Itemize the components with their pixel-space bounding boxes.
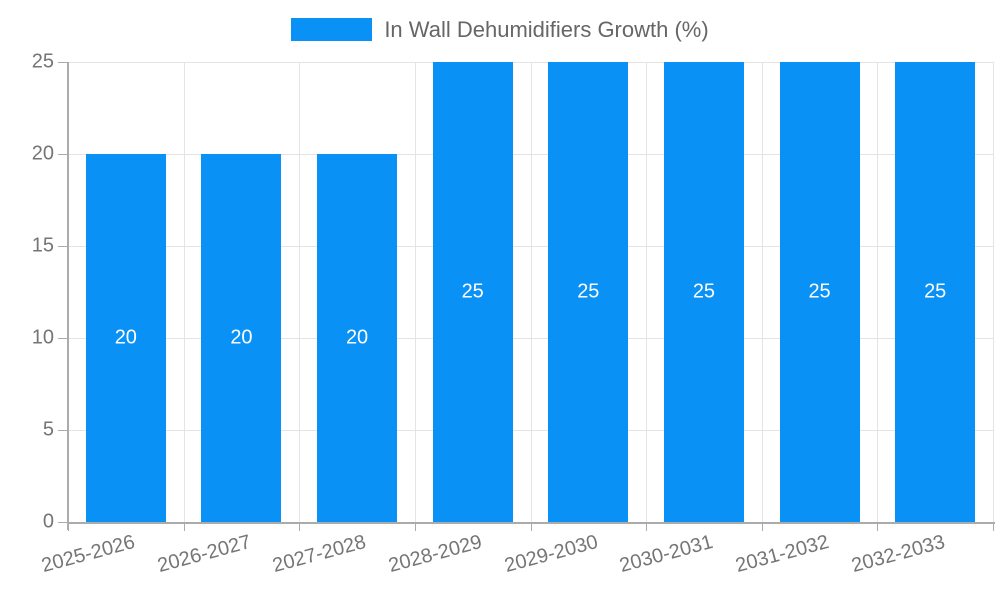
bar-value-label: 25 <box>577 280 600 303</box>
x-gridline <box>299 62 301 522</box>
bar-value-label: 25 <box>808 280 831 303</box>
bar-value-label: 25 <box>692 280 716 303</box>
x-gridline <box>877 62 879 522</box>
y-axis-tick <box>58 246 68 247</box>
y-axis-tick <box>58 338 68 339</box>
bar-value-label: 20 <box>114 326 137 349</box>
x-gridline <box>183 62 185 522</box>
x-axis-tick-label: 2027-2028 <box>270 531 369 578</box>
y-axis-tick-label: 5 <box>42 418 54 441</box>
bar <box>663 62 744 522</box>
y-axis-tick <box>58 154 68 155</box>
x-axis-tick <box>646 522 648 531</box>
y-axis-tick-label: 10 <box>31 326 54 349</box>
y-axis-tick <box>58 430 68 431</box>
y-axis-tick-label: 25 <box>31 50 54 73</box>
y-axis-line <box>67 62 69 530</box>
x-axis-tick-label: 2029-2030 <box>501 531 601 578</box>
x-axis-tick-label: 2030-2031 <box>617 531 716 578</box>
x-axis-tick <box>877 522 879 531</box>
x-gridline <box>761 62 763 522</box>
x-gridline <box>530 62 532 522</box>
x-axis-tick <box>183 522 185 531</box>
bar-value-label: 20 <box>230 326 253 349</box>
bar-value-label: 25 <box>924 280 947 303</box>
x-axis-tick <box>993 522 994 531</box>
x-axis-tick <box>414 522 416 531</box>
y-axis-tick <box>58 62 68 63</box>
y-axis-tick <box>58 522 68 523</box>
y-axis-tick-label: 0 <box>42 510 54 533</box>
x-axis-line <box>67 522 995 524</box>
bar <box>201 154 282 522</box>
x-gridline <box>993 62 994 522</box>
x-axis-tick <box>530 522 532 531</box>
y-axis-tick-label: 20 <box>31 142 54 165</box>
legend-swatch <box>291 18 373 41</box>
x-axis-tick <box>299 522 301 531</box>
x-axis-tick-label: 2026-2027 <box>155 531 254 578</box>
y-axis-tick-label: 15 <box>31 234 54 257</box>
bar-value-label: 20 <box>345 326 369 349</box>
x-gridline <box>646 62 648 522</box>
legend-label: In Wall Dehumidifiers Growth (%) <box>384 17 709 42</box>
bar <box>432 62 513 522</box>
bar <box>779 62 860 522</box>
bar <box>895 62 976 522</box>
legend: In Wall Dehumidifiers Growth (%) <box>0 18 1000 41</box>
x-axis-tick-label: 2032-2033 <box>848 531 947 578</box>
x-axis-tick-label: 2031-2032 <box>733 531 832 578</box>
bar <box>548 62 629 522</box>
x-gridline <box>414 62 416 522</box>
bar <box>85 154 166 522</box>
x-axis-tick-label: 2025-2026 <box>39 531 138 578</box>
x-axis-tick-label: 2028-2029 <box>386 531 485 578</box>
bar <box>317 154 398 522</box>
x-axis-tick <box>761 522 763 531</box>
bar-value-label: 25 <box>461 280 484 303</box>
